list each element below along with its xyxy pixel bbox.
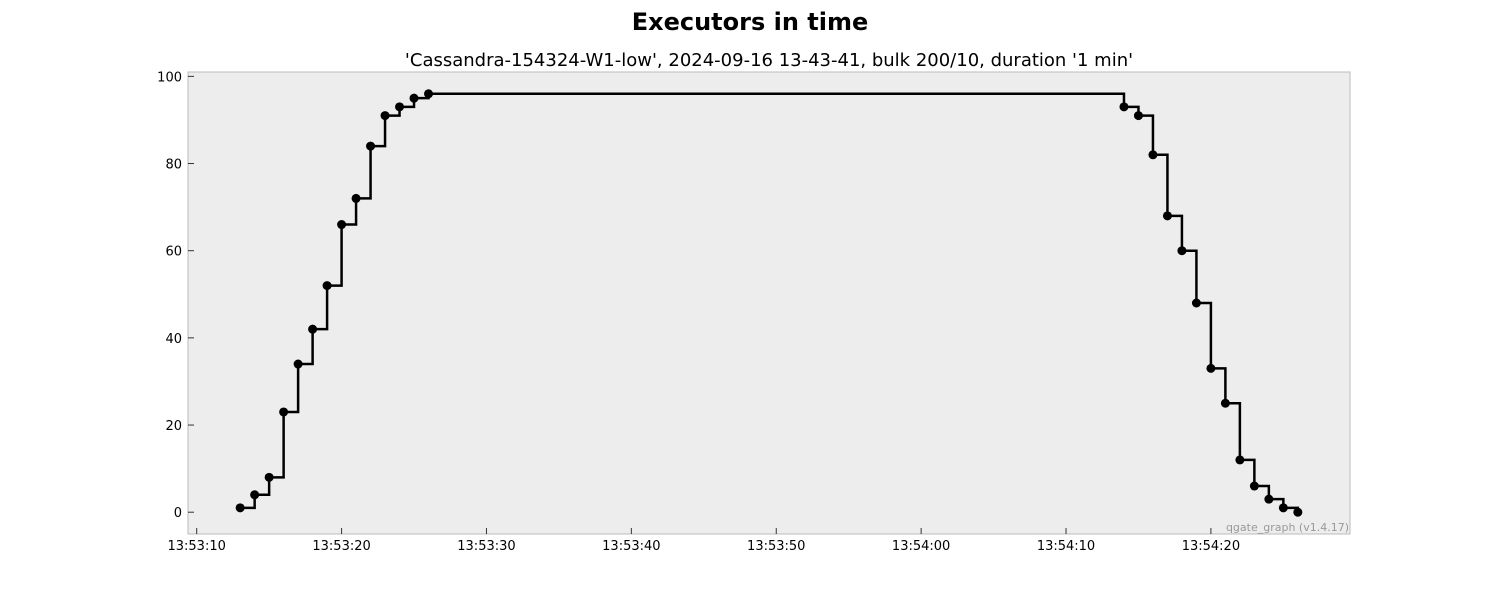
data-point bbox=[351, 193, 361, 203]
data-point bbox=[1162, 211, 1172, 221]
data-point bbox=[1133, 111, 1143, 121]
y-tick-label: 100 bbox=[157, 70, 182, 85]
data-point bbox=[424, 89, 434, 99]
chart-title: Executors in time bbox=[631, 8, 869, 36]
data-point bbox=[1119, 102, 1129, 112]
data-point bbox=[264, 472, 274, 482]
y-tick-label: 60 bbox=[165, 245, 182, 260]
data-point bbox=[250, 490, 260, 500]
y-axis: 0 20 40 60 80 100 bbox=[157, 70, 194, 521]
data-point bbox=[409, 93, 419, 103]
data-point bbox=[1148, 150, 1158, 160]
x-tick-label: 13:53:10 bbox=[167, 539, 225, 554]
data-point bbox=[1220, 398, 1230, 408]
data-point bbox=[293, 359, 303, 369]
data-point bbox=[1177, 246, 1187, 256]
data-point bbox=[279, 407, 289, 417]
data-point bbox=[380, 111, 390, 121]
series-points bbox=[235, 89, 1303, 517]
data-point bbox=[1191, 298, 1201, 308]
y-tick-label: 20 bbox=[165, 419, 182, 434]
data-point bbox=[1249, 481, 1259, 491]
x-tick-label: 13:53:30 bbox=[457, 539, 515, 554]
data-point bbox=[1206, 363, 1216, 373]
y-tick-label: 40 bbox=[165, 332, 182, 347]
data-point bbox=[1235, 455, 1245, 465]
x-tick-label: 13:53:50 bbox=[747, 539, 805, 554]
data-point bbox=[235, 503, 245, 513]
watermark-label: qgate_graph (v1.4.17) bbox=[1226, 521, 1349, 534]
data-point bbox=[337, 220, 347, 230]
plot-background bbox=[187, 71, 1351, 535]
data-point bbox=[1278, 503, 1288, 513]
data-point bbox=[322, 281, 332, 291]
data-point bbox=[395, 102, 405, 112]
y-tick-label: 0 bbox=[174, 506, 182, 521]
x-tick-label: 13:54:00 bbox=[892, 539, 950, 554]
data-point bbox=[308, 324, 318, 334]
x-tick-label: 13:54:20 bbox=[1182, 539, 1240, 554]
y-tick-label: 80 bbox=[165, 158, 182, 173]
x-tick-label: 13:53:40 bbox=[602, 539, 660, 554]
chart-subtitle: 'Cassandra-154324-W1-low', 2024-09-16 13… bbox=[404, 50, 1134, 71]
x-tick-label: 13:54:10 bbox=[1037, 539, 1095, 554]
data-point bbox=[1264, 494, 1274, 504]
data-point bbox=[366, 141, 376, 151]
x-tick-label: 13:53:20 bbox=[312, 539, 370, 554]
x-axis: 13:53:10 13:53:20 13:53:30 13:53:40 13:53:50… bbox=[167, 528, 1240, 554]
data-point bbox=[1293, 507, 1303, 517]
